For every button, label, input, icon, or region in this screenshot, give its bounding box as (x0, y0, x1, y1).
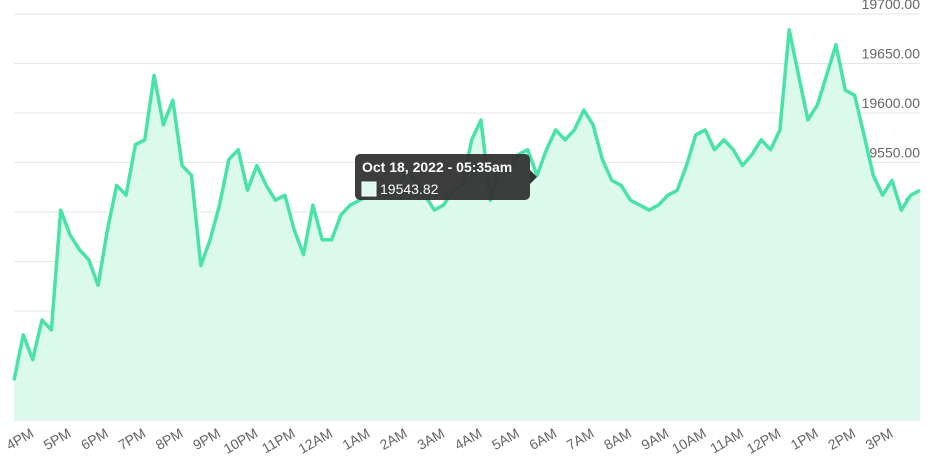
tooltip-title: Oct 18, 2022 - 05:35am (362, 159, 512, 175)
x-tick-label: 1AM (339, 425, 372, 453)
plot (12, 28, 921, 421)
x-tick-label: 5PM (41, 425, 74, 453)
x-tick-label: 7PM (115, 425, 148, 453)
x-tick-label: 5AM (489, 425, 522, 453)
x-tick-label: 2PM (825, 425, 858, 453)
x-tick-label: 7AM (564, 425, 597, 453)
tooltip-arrow (530, 170, 537, 184)
x-tick-label: 6AM (526, 425, 559, 453)
y-tick-label: 19600.00 (862, 95, 921, 111)
area (14, 29, 920, 421)
x-tick-label: 11AM (707, 425, 746, 457)
y-tick-label: 19700.00 (862, 0, 921, 12)
x-tick-label: 8PM (153, 425, 186, 453)
x-tick-label: 10AM (669, 425, 709, 457)
tooltip: Oct 18, 2022 - 05:35am 19543.82 (355, 154, 537, 200)
tooltip-box (355, 154, 530, 200)
x-tick-label: 12AM (295, 425, 335, 457)
x-tick-label: 12PM (744, 425, 784, 457)
x-tick-label: 3PM (863, 425, 896, 453)
x-tick-label: 1PM (788, 425, 821, 453)
x-tick-label: 9PM (190, 425, 223, 453)
x-tick-label: 3AM (414, 425, 447, 453)
x-tick-label: 8AM (601, 425, 634, 453)
x-tick-label: 10PM (221, 425, 261, 457)
tooltip-value: 19543.82 (380, 181, 439, 197)
y-tick-label: 19650.00 (862, 46, 921, 62)
x-tick-label: 11PM (259, 425, 298, 457)
x-tick-label: 9AM (638, 425, 671, 453)
x-tick-label: 4PM (3, 425, 36, 453)
tooltip-swatch (361, 181, 377, 197)
x-tick-label: 2AM (377, 425, 410, 453)
x-tick-label: 4AM (452, 425, 485, 453)
x-tick-label: 6PM (78, 425, 111, 453)
y-tick-label: 19550.00 (862, 145, 921, 161)
